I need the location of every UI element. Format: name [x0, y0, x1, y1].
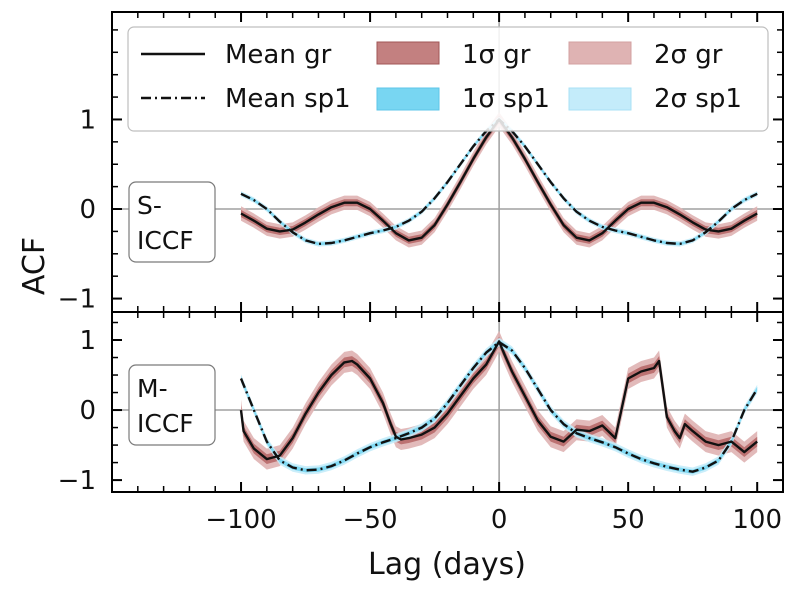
legend-swatch-2sigma-gr: [568, 41, 632, 65]
y-tick-label-top: 1: [79, 105, 96, 135]
legend-label-mean-sp1: Mean sp1: [225, 84, 351, 114]
series-line-sp1-bottom: [239, 340, 759, 473]
x-tick-label: 100: [732, 505, 782, 535]
x-axis-label: Lag (days): [368, 547, 526, 582]
panel-label-bottom-line2: ICCF: [137, 409, 194, 438]
legend-swatch-1sigma-sp1: [376, 87, 440, 111]
legend-swatch-2sigma-sp1: [568, 87, 632, 111]
panel-label-top-line1: S-: [137, 191, 162, 220]
legend-label-2sigma-gr: 2σ gr: [654, 40, 723, 70]
panel-bottom: 1 0 −1: [58, 311, 784, 496]
plot-area-bottom: [112, 312, 783, 492]
panel-label-top: S- ICCF: [128, 181, 216, 263]
y-tick-label-bottom: 1: [79, 326, 96, 356]
x-tick-label: 50: [612, 505, 645, 535]
legend-label-1sigma-gr: 1σ gr: [462, 40, 531, 70]
y-tick-label-bottom: −1: [58, 466, 96, 496]
x-tick-label: −100: [205, 505, 276, 535]
x-tick-label: −50: [343, 505, 398, 535]
panel-label-bottom-line1: M-: [137, 374, 168, 403]
x-tick-label: 0: [491, 505, 508, 535]
legend-label-1sigma-sp1: 1σ sp1: [462, 84, 550, 114]
legend-label-2sigma-sp1: 2σ sp1: [654, 84, 742, 114]
y-axis-label: ACF: [17, 237, 52, 295]
y-tick-label-top: −1: [58, 285, 96, 315]
y-tick-label-top: 0: [79, 195, 96, 225]
legend-swatch-1sigma-gr: [376, 41, 440, 65]
legend-label-mean-gr: Mean gr: [225, 40, 332, 70]
y-tick-label-bottom: 0: [79, 396, 96, 426]
band-2sigma-gr-top: [241, 112, 758, 248]
band-1sigma-gr-top: [241, 115, 758, 244]
x-tick-labels: −100 −50 0 50 100: [205, 505, 782, 535]
panel-label-bottom: M- ICCF: [128, 364, 216, 446]
legend: Mean gr Mean sp1 1σ gr 1σ sp1 2σ gr 2σ s…: [127, 26, 769, 132]
series-line-gr-bottom: [239, 340, 758, 461]
panel-label-top-line2: ICCF: [137, 226, 194, 255]
